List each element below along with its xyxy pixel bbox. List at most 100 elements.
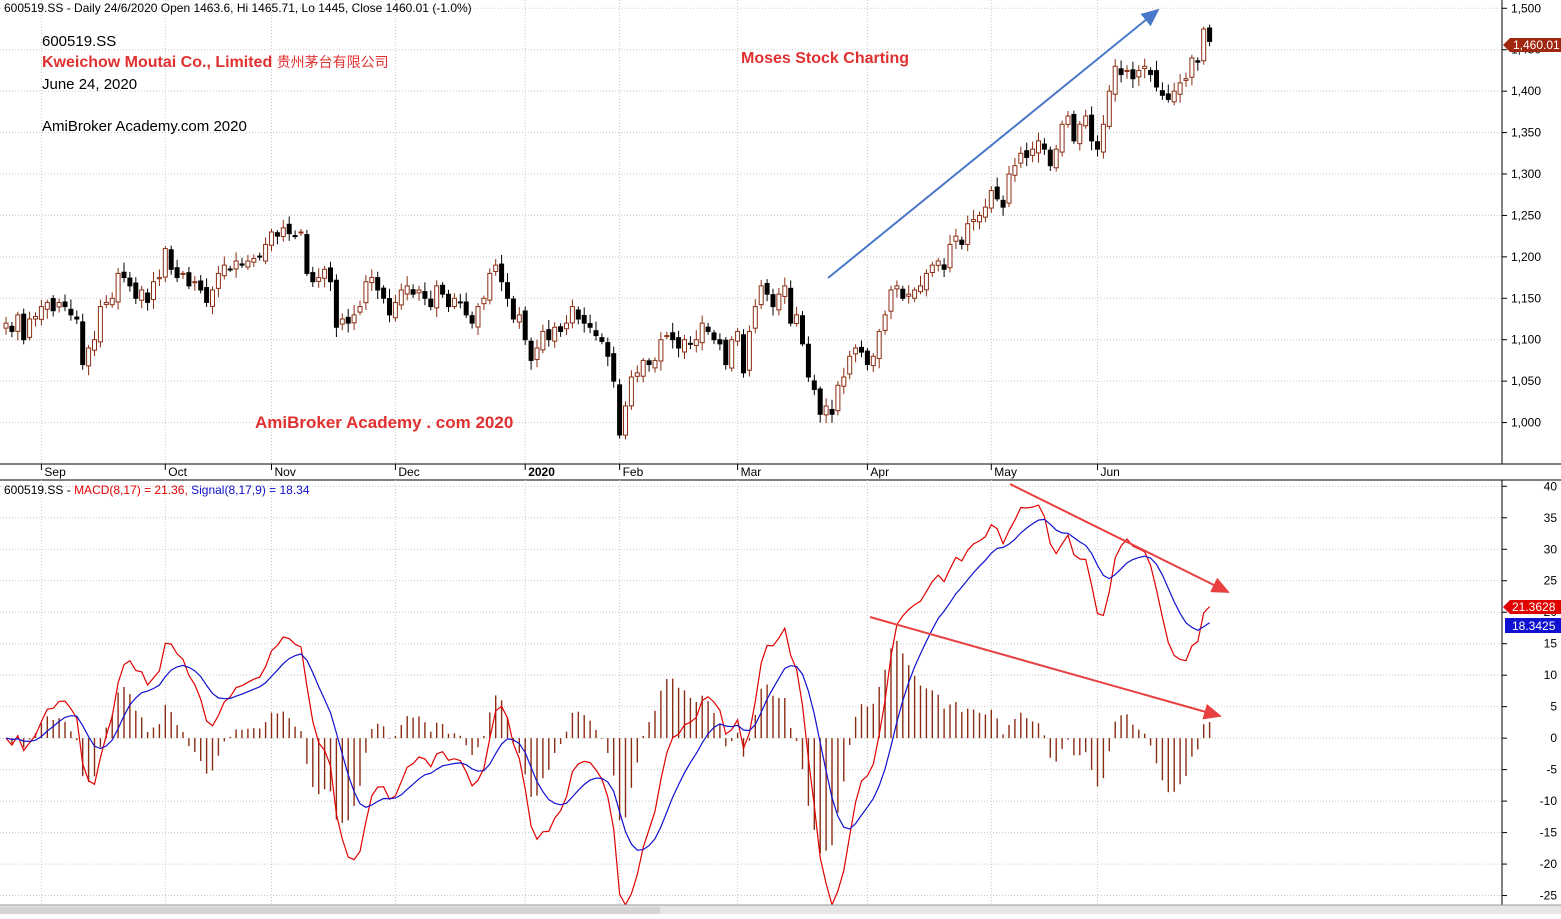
candle xyxy=(746,325,752,377)
candle-body xyxy=(174,267,180,279)
candle-body xyxy=(381,287,387,299)
candle xyxy=(351,304,357,330)
candle-body xyxy=(434,285,440,309)
candle-body xyxy=(1000,199,1006,208)
candle-body xyxy=(1053,148,1059,169)
candle xyxy=(1047,146,1053,171)
candle xyxy=(664,331,670,340)
candle-body xyxy=(977,214,982,223)
candle xyxy=(392,294,398,322)
candle xyxy=(552,322,558,348)
candle-body xyxy=(764,283,770,295)
candle xyxy=(729,336,735,372)
candle xyxy=(1130,61,1136,88)
sheet-tab-strip[interactable] xyxy=(0,904,1561,914)
candle-body xyxy=(811,380,817,390)
candle xyxy=(546,320,552,347)
candle-body xyxy=(882,314,888,331)
candle-body xyxy=(723,339,729,366)
candle-body xyxy=(263,243,269,262)
last-price-badge: 1,460.01 xyxy=(1503,38,1561,52)
candle xyxy=(215,266,221,298)
candle-body xyxy=(251,258,257,263)
annotation-credit: AmiBroker Academy.com 2020 xyxy=(42,118,247,135)
candle xyxy=(847,350,853,380)
macd-histogram xyxy=(11,640,1211,853)
svg-text:1,460.01: 1,460.01 xyxy=(1513,38,1560,52)
candle xyxy=(575,306,581,325)
candle-body xyxy=(817,388,823,415)
candle xyxy=(723,337,729,370)
candle-body xyxy=(328,267,333,283)
candle-body xyxy=(1077,123,1083,145)
candle-body xyxy=(888,289,894,312)
date-label: May xyxy=(994,465,1017,479)
candle-body xyxy=(623,405,628,436)
candle xyxy=(652,357,658,373)
date-label: Feb xyxy=(623,465,644,479)
price-candles[interactable] xyxy=(3,24,1213,440)
candle-body xyxy=(151,281,156,300)
candle xyxy=(835,381,841,416)
candle-body xyxy=(487,272,493,301)
candle xyxy=(387,288,392,323)
candle-body xyxy=(658,339,664,362)
candle-body xyxy=(705,326,711,332)
candle xyxy=(15,311,21,341)
candle-body xyxy=(941,264,947,270)
price-tick-label: 1,400 xyxy=(1511,84,1541,98)
candle xyxy=(569,299,575,329)
price-tick-label: 1,050 xyxy=(1511,374,1541,388)
price-tick-label: 1,500 xyxy=(1511,1,1541,15)
candle-body xyxy=(1065,115,1071,125)
candle xyxy=(1041,138,1047,155)
candle xyxy=(965,215,971,252)
candle-body xyxy=(1095,141,1100,150)
candle-body xyxy=(186,272,192,287)
macd-tick-label: 0 xyxy=(1550,731,1557,745)
candle-body xyxy=(982,206,988,218)
candle-body xyxy=(1195,60,1201,63)
candle-body xyxy=(233,260,239,270)
candle xyxy=(204,278,210,307)
candle xyxy=(56,298,62,313)
candle-body xyxy=(670,332,676,341)
candle xyxy=(805,336,811,382)
candle-body xyxy=(38,306,44,320)
candle xyxy=(1089,106,1095,151)
candle-body xyxy=(133,282,139,299)
candle xyxy=(617,378,623,439)
candle-body xyxy=(605,342,611,357)
candle xyxy=(292,230,298,240)
candle-body xyxy=(322,268,328,279)
candle xyxy=(623,401,628,440)
candle-body xyxy=(56,301,62,308)
candle xyxy=(593,321,599,341)
candle-body xyxy=(1024,150,1030,158)
candle-body xyxy=(363,281,369,304)
candle-body xyxy=(1183,78,1189,81)
candle xyxy=(1124,65,1130,79)
candle-body xyxy=(15,314,21,332)
candle xyxy=(322,265,328,288)
candle-body xyxy=(534,347,540,360)
signal-value-badge: 18.3425 xyxy=(1505,618,1561,633)
candle-body xyxy=(239,263,245,266)
candle-body xyxy=(1177,82,1183,95)
candle xyxy=(994,177,1000,202)
candle-body xyxy=(115,272,121,303)
candle xyxy=(912,287,918,303)
candle-body xyxy=(451,297,457,307)
candle-body xyxy=(1148,69,1154,76)
candle-body xyxy=(1041,143,1047,150)
candle-body xyxy=(752,306,758,329)
candle-body xyxy=(457,301,463,304)
candle-body xyxy=(204,287,210,303)
candle xyxy=(1012,157,1018,182)
candle xyxy=(741,329,746,378)
candle-body xyxy=(310,272,316,283)
candle xyxy=(80,313,86,370)
candle-body xyxy=(375,277,381,291)
candle xyxy=(1071,110,1077,144)
